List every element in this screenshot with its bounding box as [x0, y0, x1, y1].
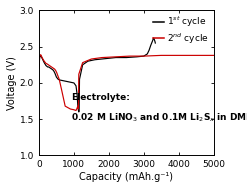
Y-axis label: Voltage (V): Voltage (V) [7, 56, 17, 110]
Legend: 1$^{st}$ cycle, 2$^{nd}$ cycle: 1$^{st}$ cycle, 2$^{nd}$ cycle [151, 13, 211, 47]
X-axis label: Capacity (mAh.g⁻¹): Capacity (mAh.g⁻¹) [79, 172, 173, 182]
Text: 0.02 M LiNO$_3$ and 0.1M Li$_2$S$_x$ in DME: 0.02 M LiNO$_3$ and 0.1M Li$_2$S$_x$ in … [71, 112, 247, 124]
Text: Electrolyte:: Electrolyte: [71, 93, 130, 102]
